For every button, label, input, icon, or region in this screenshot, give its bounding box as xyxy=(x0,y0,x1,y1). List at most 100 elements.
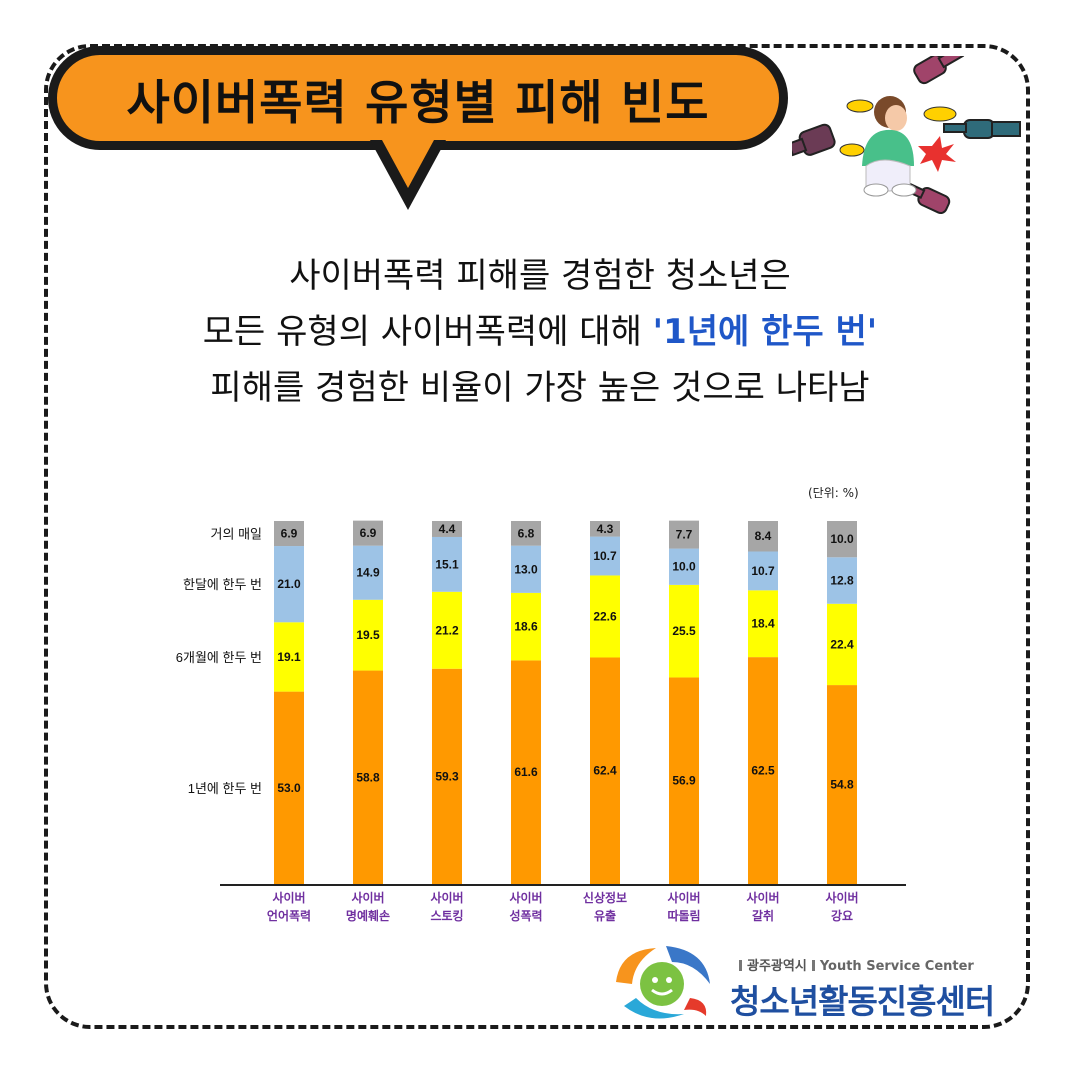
bar-segment xyxy=(590,657,620,884)
speech-bubble-tail xyxy=(370,140,446,210)
bar-segment xyxy=(590,575,620,658)
data-label: 8.4 xyxy=(755,529,772,543)
category-label: 명예훼손 xyxy=(346,908,390,923)
girl-figure xyxy=(862,96,917,197)
speech-bubble-icon xyxy=(923,106,957,122)
data-label: 56.9 xyxy=(672,774,696,788)
headline-line-3: 피해를 경험한 비율이 가장 높은 것으로 나타남 xyxy=(210,368,870,408)
category-label: 스토킹 xyxy=(430,908,463,923)
logo-subtitle: 광주광역시 Youth Service Center xyxy=(734,955,974,974)
bar-segment xyxy=(590,521,620,537)
category-label: 사이버 xyxy=(746,890,779,905)
legend-label: 1년에 한두 번 xyxy=(188,781,262,796)
data-label: 10.0 xyxy=(830,532,854,546)
bar-segment xyxy=(353,599,383,671)
bar-segment xyxy=(353,545,383,600)
data-label: 22.6 xyxy=(593,609,617,623)
burst-icon xyxy=(918,136,956,172)
data-label: 18.4 xyxy=(751,617,775,631)
category-label: 성폭력 xyxy=(509,909,542,923)
data-label: 53.0 xyxy=(277,781,301,795)
bar-segment xyxy=(748,590,778,658)
headline-text: 사이버폭력 피해를 경험한 청소년은 모든 유형의 사이버폭력에 대해 '1년에… xyxy=(60,248,1020,416)
category-label: 신상정보 xyxy=(583,890,627,905)
data-label: 21.2 xyxy=(435,623,459,637)
data-label: 6.8 xyxy=(518,526,535,540)
category-label: 사이버 xyxy=(509,890,542,905)
category-label: 갈취 xyxy=(752,908,774,923)
logo-english: Youth Service Center xyxy=(819,959,974,974)
bar-segment xyxy=(511,545,541,593)
data-label: 4.3 xyxy=(597,522,614,536)
data-label: 12.8 xyxy=(830,574,854,588)
bar-segment xyxy=(590,536,620,576)
bar-segment xyxy=(511,592,541,661)
data-label: 25.5 xyxy=(672,624,696,638)
data-label: 62.4 xyxy=(593,764,617,778)
category-label: 사이버 xyxy=(351,890,384,905)
data-label: 59.3 xyxy=(435,769,459,783)
bar-segment xyxy=(827,685,857,884)
category-label: 사이버 xyxy=(430,890,463,905)
bar-segment xyxy=(669,520,699,549)
legend-label: 한달에 한두 번 xyxy=(183,577,262,592)
bar-segment xyxy=(669,677,699,884)
headline-line-2-text: 모든 유형의 사이버폭력에 대해 xyxy=(202,312,653,352)
data-label: 10.0 xyxy=(672,560,696,574)
bar-segment xyxy=(274,521,304,547)
bar-segment xyxy=(748,657,778,884)
data-label: 22.4 xyxy=(830,637,854,651)
fist-icon xyxy=(792,123,836,157)
data-label: 58.8 xyxy=(356,770,380,784)
data-label: 54.8 xyxy=(830,778,854,792)
category-label: 따돌림 xyxy=(667,908,700,923)
bar-segment xyxy=(353,670,383,884)
bar-segment xyxy=(669,584,699,678)
title-bubble: 사이버폭력 유형별 피해 빈도 xyxy=(48,46,788,150)
data-label: 15.1 xyxy=(435,557,459,571)
headline-line-1: 사이버폭력 피해를 경험한 청소년은 xyxy=(289,256,791,296)
headline-line-2: 모든 유형의 사이버폭력에 대해 '1년에 한두 번' xyxy=(60,304,1020,360)
bar-segment xyxy=(432,668,462,884)
bar-segment xyxy=(432,591,462,669)
legend-label: 거의 매일 xyxy=(211,527,262,542)
bar-segment xyxy=(353,520,383,546)
data-label: 6.9 xyxy=(360,526,377,540)
logo-icon xyxy=(616,946,710,1019)
logo-name: 청소년활동진흥센터 xyxy=(730,982,995,1021)
data-label: 4.4 xyxy=(439,522,456,536)
category-label: 사이버 xyxy=(667,890,700,905)
unit-label: (단위: %) xyxy=(808,486,859,500)
data-label: 19.5 xyxy=(356,628,380,642)
data-label: 21.0 xyxy=(277,577,301,591)
category-label: 강요 xyxy=(831,909,853,923)
category-label: 언어폭력 xyxy=(267,908,311,923)
bar-segment xyxy=(827,603,857,686)
data-label: 62.5 xyxy=(751,764,775,778)
category-label: 사이버 xyxy=(825,890,858,905)
cyberbullying-illustration xyxy=(792,56,1021,215)
page-title: 사이버폭력 유형별 피해 빈도 xyxy=(126,75,710,131)
data-label: 18.6 xyxy=(514,620,538,634)
headline-highlight: '1년에 한두 번' xyxy=(652,312,878,352)
bar-segment xyxy=(511,521,541,546)
bar-segment xyxy=(274,691,304,884)
bar-segment xyxy=(748,551,778,591)
bar-segment xyxy=(274,622,304,692)
logo-city: 광주광역시 xyxy=(747,959,807,974)
legend-label: 6개월에 한두 번 xyxy=(176,650,262,665)
data-label: 13.0 xyxy=(514,562,538,576)
data-label: 61.6 xyxy=(514,765,538,779)
bar-segment xyxy=(748,521,778,552)
data-label: 14.9 xyxy=(356,566,380,580)
bar-segment xyxy=(827,521,857,558)
bar-segment xyxy=(827,557,857,604)
bar-segment xyxy=(511,660,541,884)
pointing-hand-icon xyxy=(943,119,1021,139)
bar-segment xyxy=(432,521,462,537)
data-label: 10.7 xyxy=(751,564,775,578)
data-label: 19.1 xyxy=(277,650,301,664)
data-label: 7.7 xyxy=(676,528,693,542)
speech-bubble-icon xyxy=(839,143,865,157)
